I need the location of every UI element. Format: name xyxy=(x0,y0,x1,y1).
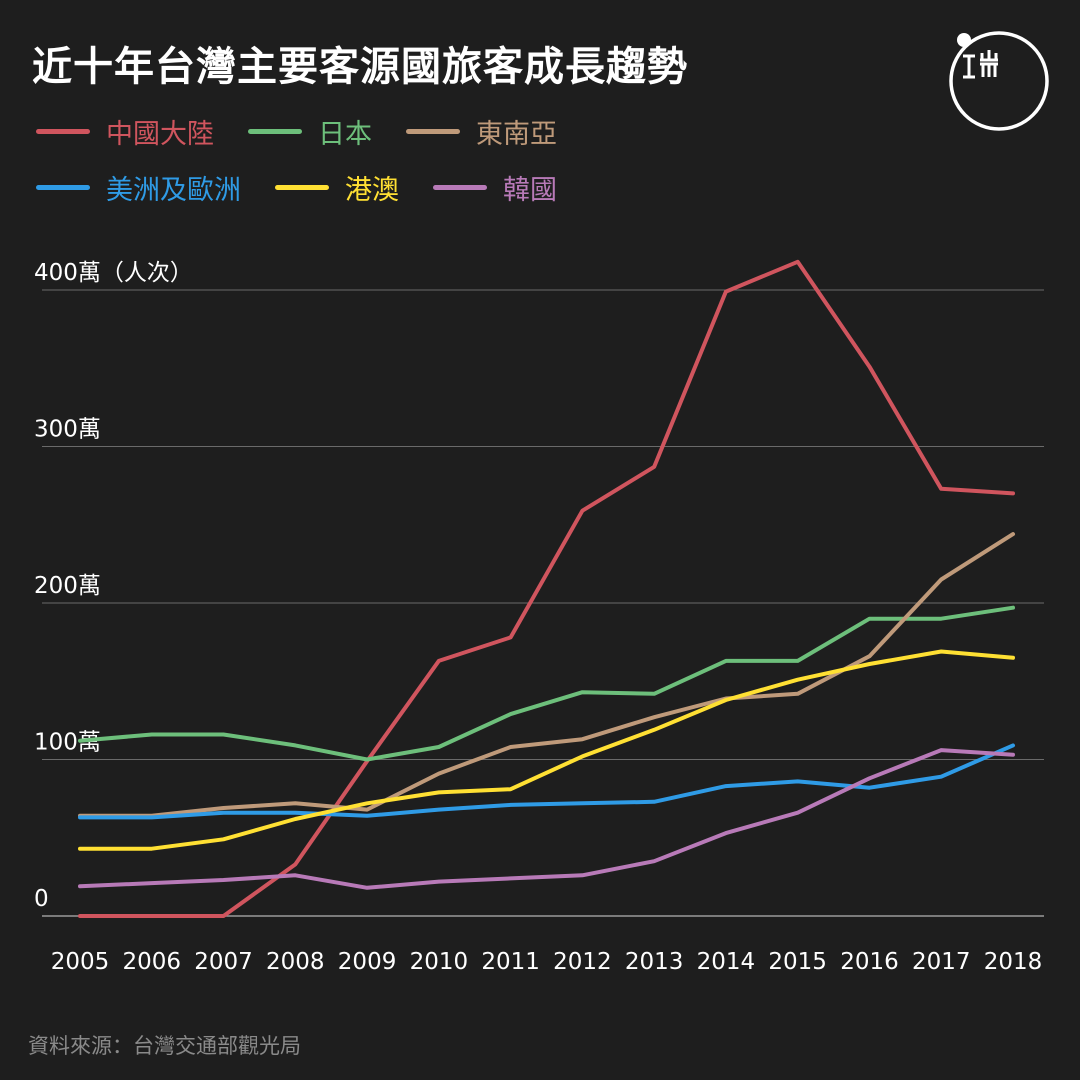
legend-item: 美洲及歐洲 xyxy=(36,168,241,207)
legend-label-japan: 日本 xyxy=(318,119,372,150)
series-lines xyxy=(78,259,1015,918)
x-tick-label: 2016 xyxy=(840,949,899,975)
x-tick-label: 2005 xyxy=(51,949,110,975)
y-axis-labels: 0 100萬 200萬 300萬 400萬（人次） xyxy=(34,260,193,912)
y-tick-label: 400萬（人次） xyxy=(34,260,193,286)
series-line-2 xyxy=(78,532,1015,818)
legend-row-1: 中國大陸 日本 東南亞 xyxy=(36,112,591,151)
series-line-1 xyxy=(78,605,1015,762)
x-tick-label: 2013 xyxy=(625,949,684,975)
legend-label-china: 中國大陸 xyxy=(106,119,214,150)
legend-label-korea: 韓國 xyxy=(503,175,557,206)
x-tick-label: 2010 xyxy=(410,949,469,975)
y-tick-label: 100萬 xyxy=(34,730,101,756)
legend-label-americas-europe: 美洲及歐洲 xyxy=(106,175,241,206)
y-tick-label: 300萬 xyxy=(34,417,101,443)
legend-label-southeast-asia: 東南亞 xyxy=(476,119,557,150)
legend-item: 東南亞 xyxy=(406,112,557,151)
legend-swatch-japan xyxy=(248,129,302,134)
x-tick-label: 2015 xyxy=(768,949,827,975)
x-tick-label: 2007 xyxy=(194,949,253,975)
x-tick-label: 2014 xyxy=(697,949,756,975)
legend-swatch-southeast-asia xyxy=(406,129,460,134)
initium-logo-icon xyxy=(948,30,1050,132)
x-tick-label: 2017 xyxy=(912,949,971,975)
legend-item: 中國大陸 xyxy=(36,112,214,151)
legend-swatch-korea xyxy=(433,185,487,190)
grid-lines xyxy=(42,289,1044,917)
x-tick-label: 2008 xyxy=(266,949,325,975)
x-tick-label: 2009 xyxy=(338,949,397,975)
legend-label-hk-macau: 港澳 xyxy=(345,175,399,206)
x-tick-label: 2012 xyxy=(553,949,612,975)
legend-item: 日本 xyxy=(248,112,372,151)
x-tick-label: 2018 xyxy=(984,949,1043,975)
x-tick-label: 2011 xyxy=(481,949,540,975)
legend-item: 港澳 xyxy=(275,168,399,207)
legend-swatch-china xyxy=(36,129,90,134)
legend-item: 韓國 xyxy=(433,168,557,207)
chart-title: 近十年台灣主要客源國旅客成長趨勢 xyxy=(32,44,688,90)
legend-swatch-hk-macau xyxy=(275,185,329,190)
series-line-3 xyxy=(78,743,1015,820)
legend-swatch-americas-europe xyxy=(36,185,90,190)
y-tick-label: 0 xyxy=(34,886,49,912)
series-line-4 xyxy=(78,649,1015,851)
x-tick-label: 2006 xyxy=(122,949,181,975)
source-note: 資料來源：台灣交通部觀光局 xyxy=(28,1034,301,1058)
legend-row-2: 美洲及歐洲 港澳 韓國 xyxy=(36,168,591,207)
series-line-0 xyxy=(78,259,1015,918)
series-line-5 xyxy=(78,748,1015,890)
y-tick-label: 200萬 xyxy=(34,573,101,599)
x-axis-labels: 2005 2006 2007 2008 2009 2010 2011 2012 2013 2014… xyxy=(51,949,1043,975)
